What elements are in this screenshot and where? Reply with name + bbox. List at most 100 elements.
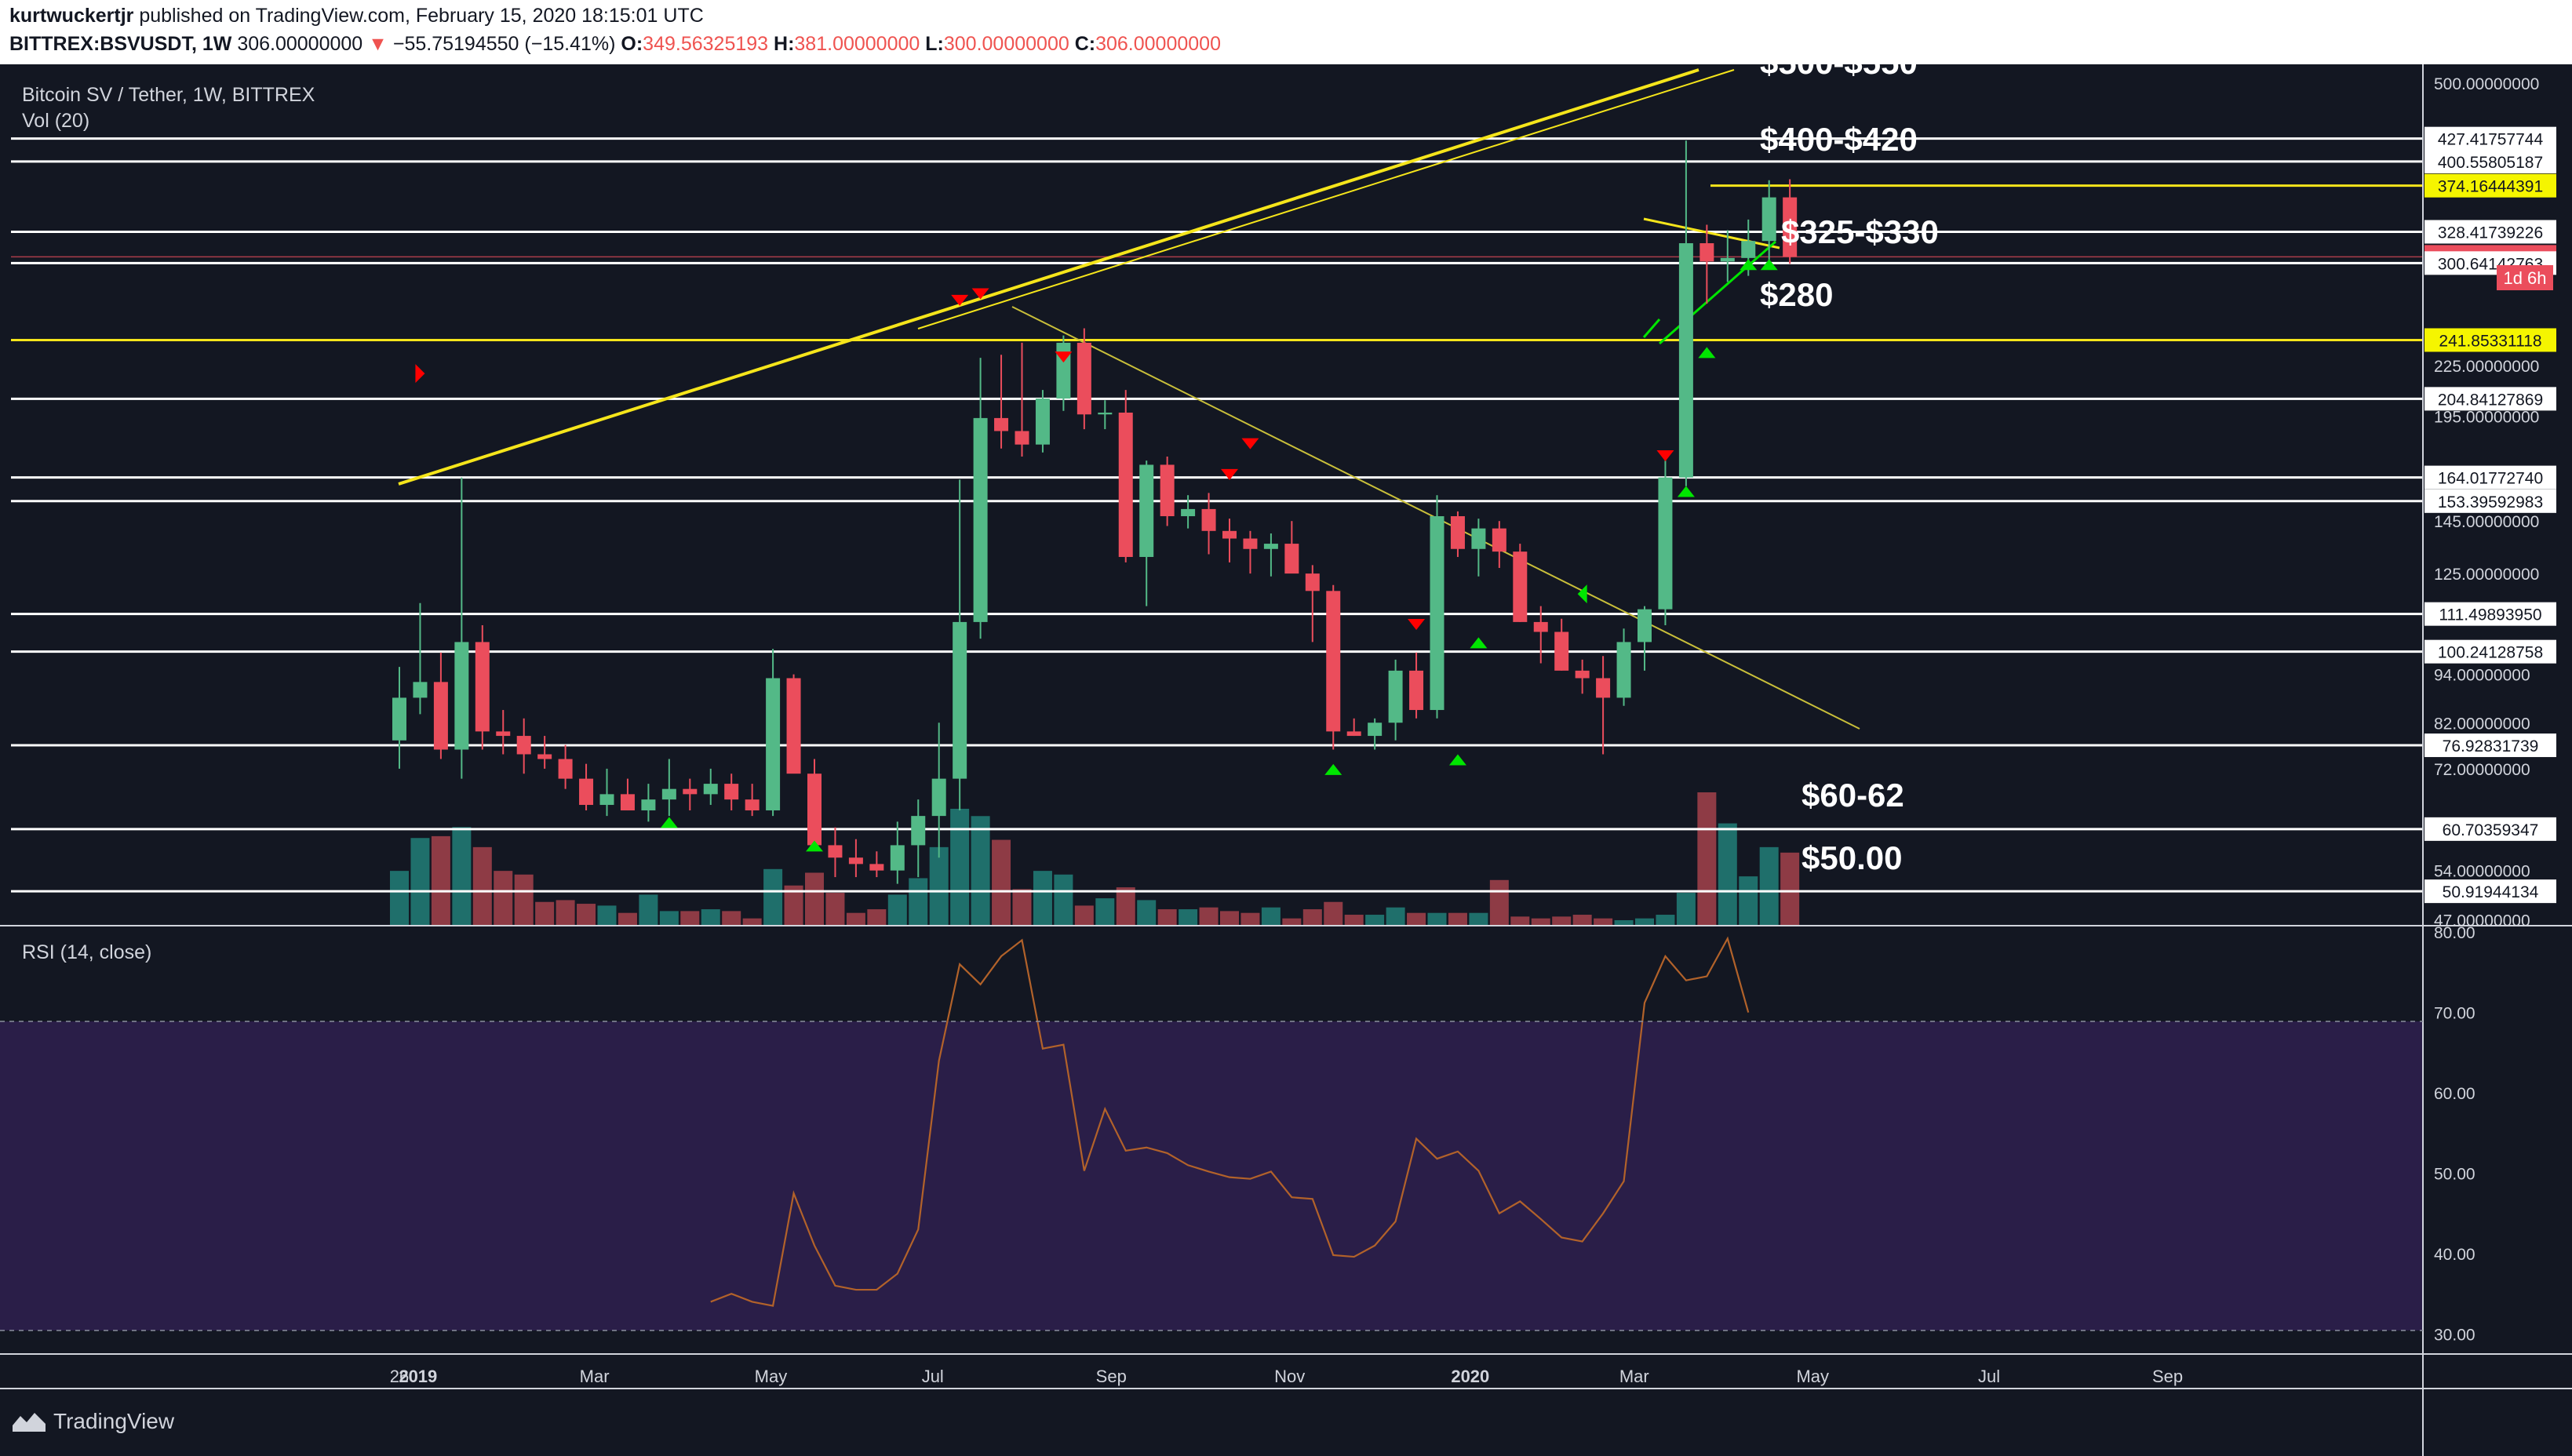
time-tick-label: Sep [1096,1367,1127,1386]
price-level-tag [2424,602,2556,626]
volume-bar [1344,915,1364,926]
candle-body [1761,197,1776,242]
price-level-label: 60.70359347 [2443,821,2539,839]
volume-bar [1759,846,1779,926]
tradingview-brand[interactable]: TradingView [11,1409,174,1434]
volume-bar [867,909,887,926]
rsi-tick-label: 50.00 [2434,1166,2475,1184]
volume-bar [1033,871,1052,926]
price-level-label: 76.92831739 [2443,737,2539,755]
volume-bar [763,868,783,926]
time-tick-label: Mar [1619,1367,1649,1386]
volume-bar [825,893,845,926]
yellow-trendline-lower[interactable] [917,69,1735,329]
volume-bar [1179,909,1198,926]
publish-info: kurtwuckertjr published on TradingView.c… [9,5,704,27]
sell-signal-marker [415,364,425,384]
volume-bar [472,846,492,926]
volume-bar [971,816,990,926]
volume-bar [929,846,949,926]
price-tick-label: 125.00000000 [2434,566,2539,584]
volume-pane-title: Vol (20) [22,110,89,132]
volume-bar [1282,918,1302,926]
candle-body [890,845,905,871]
candle-body [1658,477,1673,610]
sell-signal-marker [951,294,969,306]
price-level-tag [2424,489,2556,513]
volume-bar [680,911,700,926]
price-tick-label: 82.00000000 [2434,715,2530,733]
yellow-trendline-upper[interactable] [398,68,1699,486]
volume-bar [722,911,741,926]
candle-body [848,857,863,864]
volume-bar [1594,918,1613,926]
volume-bar [1531,918,1550,926]
candle-body [1056,342,1071,399]
candle-body [953,621,967,779]
candle-body [1015,431,1029,445]
volume-bar [1407,912,1426,926]
candle-body [1139,464,1154,557]
author-name[interactable]: kurtwuckertjr [9,5,134,27]
volume-bar [556,900,575,926]
chart-header: kurtwuckertjr published on TradingView.c… [0,0,2572,64]
volume-bar [1240,912,1260,926]
yellow-wedge-upper[interactable] [1643,217,1780,249]
volume-bar [909,878,928,926]
candle-body [1783,197,1798,257]
zone-labels: $500-$550 $400-$420 $325-$330 $280 $60-62 $50… [1760,64,1939,876]
green-support-line-lower[interactable] [1642,318,1661,338]
buy-signal-marker [1470,637,1488,649]
price-level-label: 100.24128758 [2438,644,2543,662]
volume-bar [431,835,450,926]
candle-body [1368,723,1383,737]
candle-body [911,816,926,846]
candle-body [683,788,698,795]
candle-body [994,417,1009,431]
volume-bar [1469,912,1488,926]
time-tick-label: 2019 [399,1367,437,1386]
volume-bar [742,918,762,926]
green-support-line[interactable] [1659,240,1776,345]
candle-body [1388,670,1403,723]
candle-body [931,778,946,817]
price-level-tag [2424,817,2556,841]
zone-label: $400-$420 [1760,121,1918,158]
close-label: C: [1074,33,1096,55]
price-level-tag [2424,387,2556,411]
price-level-tag [2424,126,2556,151]
low-label: L: [925,33,944,55]
candle-body [869,864,884,871]
candle-body [454,642,469,750]
buy-signal-marker [806,840,823,852]
volume-bar [597,905,617,926]
candle-body [558,759,573,779]
candle-body [537,754,552,759]
candle-body [1492,528,1506,552]
volume-bar [410,838,430,926]
volume-bar [659,911,679,926]
candle-body [1409,670,1424,711]
buy-signal-marker [1698,347,1716,359]
buy-signal-marker [1760,259,1778,271]
candle-body [1263,544,1278,549]
price-chart[interactable]: 427.41757744 400.55805187 374.16444391 328.… [0,64,2572,1456]
candle-body [413,682,428,698]
volume-bar [1552,916,1572,926]
price-tick-label: 47.00000000 [2434,912,2530,930]
candle-body [1678,243,1693,478]
brand-name: TradingView [53,1409,175,1433]
volume-bar [805,872,824,926]
time-tick-label: Sep [2152,1367,2183,1386]
sell-signal-marker [1656,450,1674,461]
volume-bar [1157,909,1177,926]
sell-signal-marker [971,288,989,300]
volume-bar [992,839,1011,926]
zone-label: $50.00 [1801,839,1902,876]
high-value: 381.00000000 [794,33,920,55]
volume-bar [514,874,534,926]
candle-body [392,697,406,741]
buy-signal-marker [1324,763,1342,775]
volume-bar [950,808,970,926]
open-value: 349.56325193 [643,33,769,55]
